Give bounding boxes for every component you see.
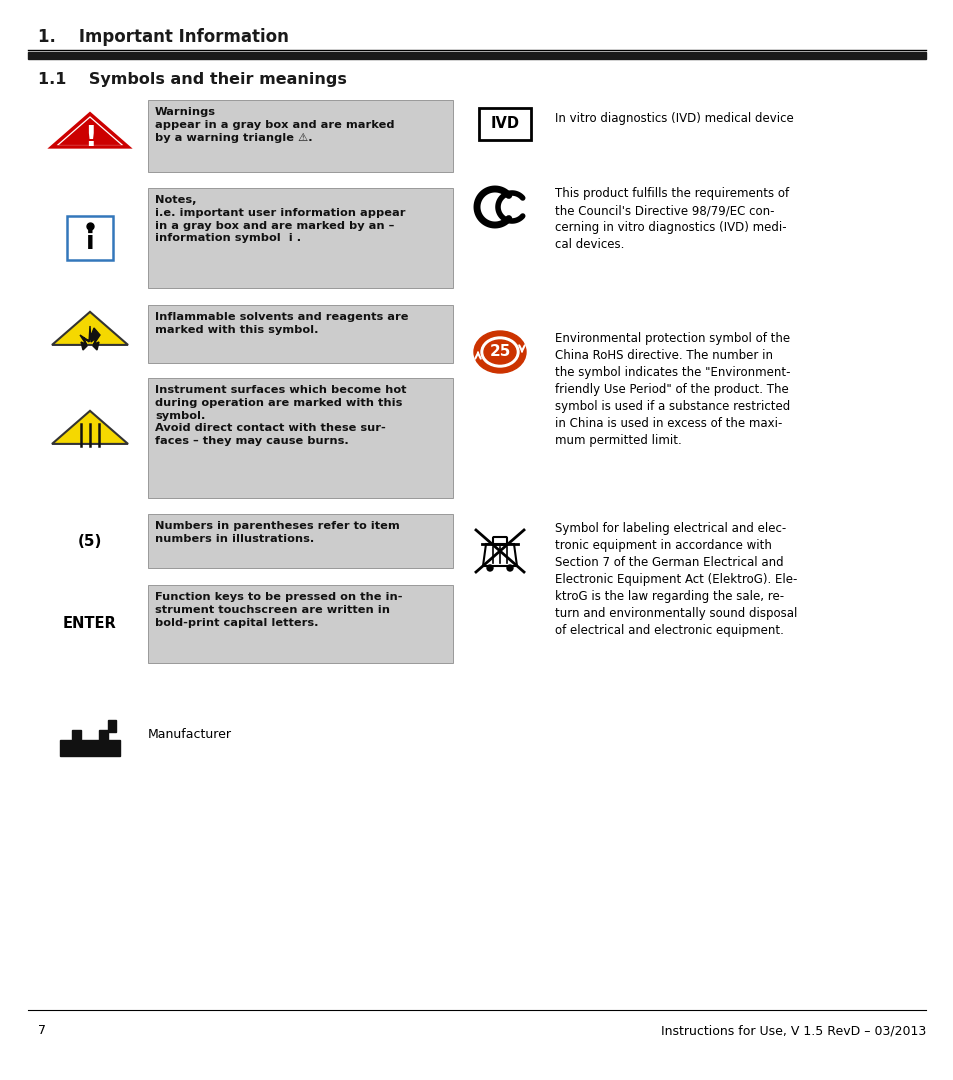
Circle shape: [486, 565, 493, 571]
Text: Symbol for labeling electrical and elec-
tronic equipment in accordance with
Sec: Symbol for labeling electrical and elec-…: [555, 522, 797, 637]
Text: ENTER: ENTER: [63, 617, 117, 632]
Text: Instructions for Use, V 1.5 RevD – 03/2013: Instructions for Use, V 1.5 RevD – 03/20…: [660, 1024, 925, 1037]
Ellipse shape: [474, 330, 525, 373]
Text: Function keys to be pressed on the in-
strument touchscreen are written in
bold-: Function keys to be pressed on the in- s…: [154, 592, 402, 627]
Text: Numbers in parentheses refer to item
numbers in illustrations.: Numbers in parentheses refer to item num…: [154, 521, 399, 544]
Text: Warnings
appear in a gray box and are marked
by a warning triangle ⚠.: Warnings appear in a gray box and are ma…: [154, 107, 395, 143]
Bar: [148, 378, 453, 498]
Bar: [148, 514, 453, 568]
Text: 7: 7: [38, 1024, 46, 1037]
Text: In vitro diagnostics (IVD) medical device: In vitro diagnostics (IVD) medical devic…: [555, 112, 793, 125]
Polygon shape: [52, 312, 128, 345]
Bar: [67, 216, 112, 260]
Text: i: i: [86, 230, 94, 254]
Bar: [148, 305, 453, 363]
Bar: [478, 108, 531, 140]
Text: 25: 25: [489, 345, 510, 360]
Polygon shape: [52, 410, 128, 444]
Text: Instrument surfaces which become hot
during operation are marked with this
symbo: Instrument surfaces which become hot dur…: [154, 384, 406, 446]
Text: 1.1    Symbols and their meanings: 1.1 Symbols and their meanings: [38, 72, 347, 87]
Text: Environmental protection symbol of the
China RoHS directive. The number in
the s: Environmental protection symbol of the C…: [555, 332, 790, 447]
Polygon shape: [60, 730, 120, 756]
Circle shape: [506, 565, 513, 571]
Text: (5): (5): [78, 534, 102, 549]
Ellipse shape: [480, 337, 518, 367]
Text: 1.    Important Information: 1. Important Information: [38, 28, 289, 46]
Text: Manufacturer: Manufacturer: [148, 728, 232, 741]
Polygon shape: [59, 118, 121, 145]
Text: Notes,
i.e. important user information appear
in a gray box and are marked by an: Notes, i.e. important user information a…: [154, 195, 405, 243]
Text: This product fulfills the requirements of
the Council's Directive 98/79/EC con-
: This product fulfills the requirements o…: [555, 187, 788, 251]
Bar: [108, 720, 116, 732]
Bar: [148, 585, 453, 663]
Text: IVD: IVD: [490, 117, 519, 132]
Bar: [28, 52, 925, 59]
Ellipse shape: [483, 340, 516, 364]
Text: !: !: [84, 124, 96, 152]
Bar: [148, 100, 453, 172]
Text: Inflammable solvents and reagents are
marked with this symbol.: Inflammable solvents and reagents are ma…: [154, 312, 408, 335]
Polygon shape: [80, 326, 100, 350]
Bar: [148, 188, 453, 288]
Polygon shape: [52, 113, 128, 147]
